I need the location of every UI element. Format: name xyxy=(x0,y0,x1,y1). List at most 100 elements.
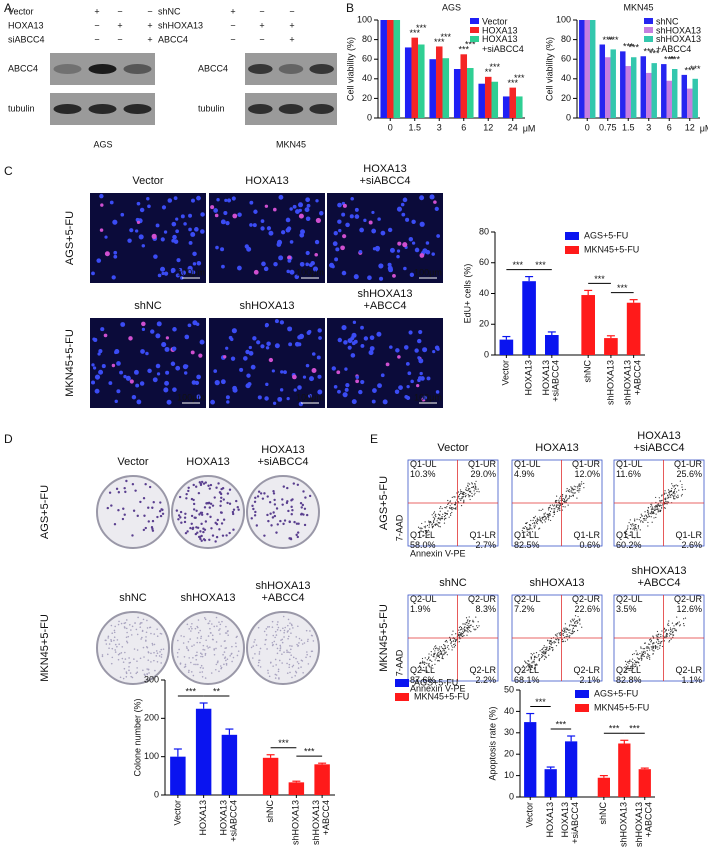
colony xyxy=(266,648,268,650)
colony xyxy=(199,535,202,538)
y-tick-label: 20 xyxy=(362,93,372,103)
event xyxy=(573,492,575,494)
event xyxy=(630,534,632,536)
x-tick-label: 12 xyxy=(483,122,493,132)
event xyxy=(532,519,534,521)
cell xyxy=(433,200,437,204)
colony xyxy=(211,623,213,625)
colony xyxy=(235,499,238,503)
event xyxy=(459,638,461,640)
event xyxy=(469,487,471,490)
cell xyxy=(287,258,292,263)
colony xyxy=(276,647,279,650)
colony xyxy=(187,649,190,651)
event xyxy=(435,513,437,515)
colony xyxy=(292,627,294,629)
event xyxy=(642,521,644,523)
cell xyxy=(368,220,373,225)
colony xyxy=(147,651,150,654)
event xyxy=(542,508,544,510)
colony xyxy=(259,666,262,668)
event xyxy=(563,628,565,630)
event xyxy=(672,631,674,633)
colony xyxy=(133,648,136,650)
event xyxy=(430,654,432,656)
event xyxy=(424,670,426,672)
event xyxy=(624,660,627,662)
colony xyxy=(234,642,237,644)
colony xyxy=(151,644,154,646)
colony xyxy=(218,670,220,673)
colony xyxy=(206,512,209,516)
bar xyxy=(646,72,652,118)
event xyxy=(674,493,676,495)
colony xyxy=(209,502,213,505)
y-tick-label: 80 xyxy=(362,34,372,44)
colony xyxy=(210,527,213,530)
colony xyxy=(202,538,206,541)
cell xyxy=(101,364,106,369)
event xyxy=(629,527,632,530)
event xyxy=(627,527,629,529)
event xyxy=(459,636,461,638)
cell xyxy=(294,341,300,347)
cell xyxy=(337,389,341,394)
x-tick-label: Vector xyxy=(172,800,182,826)
cell xyxy=(192,262,197,266)
event xyxy=(450,514,452,516)
event xyxy=(559,508,561,510)
event xyxy=(440,652,442,654)
colony xyxy=(297,667,300,669)
colony xyxy=(130,629,132,631)
event xyxy=(522,665,524,667)
event xyxy=(650,641,652,643)
y-axis-label: Apoptosis rate (%) xyxy=(487,706,497,780)
event xyxy=(526,663,529,665)
colony xyxy=(158,510,162,513)
cell xyxy=(170,361,176,367)
cell xyxy=(431,252,435,256)
colony xyxy=(192,656,194,659)
event xyxy=(437,655,439,657)
event xyxy=(632,662,634,664)
event xyxy=(538,659,540,661)
cell xyxy=(305,197,311,203)
event xyxy=(631,525,633,527)
event xyxy=(655,506,657,508)
colony xyxy=(207,484,210,487)
colony xyxy=(282,522,285,526)
colony xyxy=(286,651,288,653)
cell xyxy=(210,205,215,210)
cell xyxy=(371,210,375,215)
event xyxy=(637,524,640,527)
event xyxy=(422,531,424,533)
event xyxy=(428,656,430,658)
cell xyxy=(354,207,359,212)
colony xyxy=(107,637,109,639)
condition-label: shHOXA13 xyxy=(158,20,203,30)
band xyxy=(88,64,117,74)
legend-swatch xyxy=(565,232,579,240)
colony xyxy=(267,672,269,674)
colony xyxy=(183,516,187,519)
event xyxy=(442,658,444,660)
colony xyxy=(223,657,226,659)
event xyxy=(466,634,468,636)
bar xyxy=(651,63,657,118)
event xyxy=(647,647,649,649)
event xyxy=(468,623,470,625)
event xyxy=(669,632,671,634)
quadrant-label: Q2-UR 12.6% xyxy=(674,594,703,614)
event xyxy=(568,629,570,631)
event xyxy=(551,504,554,506)
event xyxy=(670,490,673,493)
event xyxy=(470,490,472,492)
event xyxy=(646,646,648,648)
event xyxy=(676,622,679,624)
colony xyxy=(198,481,202,484)
cell xyxy=(164,380,170,386)
colony xyxy=(281,653,283,655)
colony xyxy=(256,495,260,498)
cell xyxy=(371,228,377,234)
colony xyxy=(151,642,154,645)
